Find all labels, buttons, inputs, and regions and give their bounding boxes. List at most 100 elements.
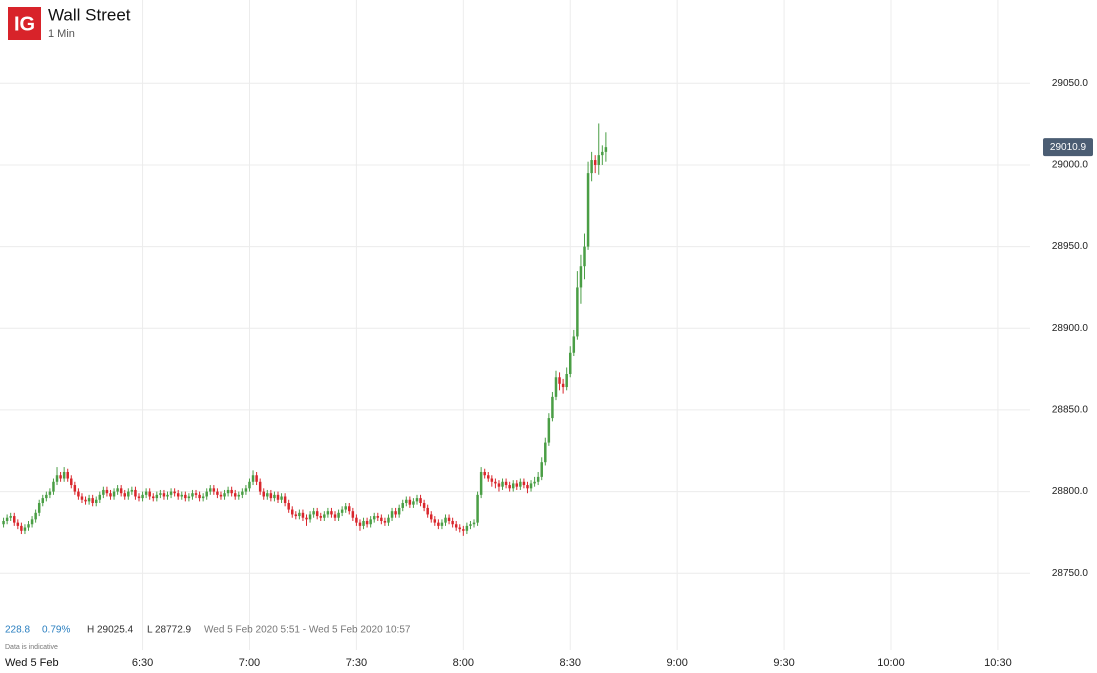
candle-body (144, 491, 148, 495)
logo-text: IG (14, 13, 35, 35)
candle-body (479, 471, 483, 495)
candle-body (444, 517, 447, 523)
candle-body (451, 520, 454, 525)
candle-body (98, 494, 102, 500)
candle-body (490, 478, 494, 482)
candle-body (544, 442, 547, 463)
candle-body (526, 485, 529, 489)
candle-body (558, 377, 561, 384)
candle-body (401, 503, 404, 508)
candle-body (447, 517, 451, 521)
candle-body (294, 514, 298, 517)
candle-body (315, 511, 319, 517)
candle-body (201, 496, 205, 499)
candle-body (337, 512, 340, 518)
candle-body (180, 494, 184, 497)
candle-body (219, 494, 223, 497)
candle-body (262, 491, 265, 497)
candle-body (390, 511, 394, 518)
candle-body (123, 493, 126, 497)
candles (2, 123, 608, 536)
candle-body (173, 491, 176, 494)
candle-body (280, 496, 283, 500)
candle-body (365, 520, 369, 525)
candle-body (205, 491, 208, 497)
candle-body (394, 511, 397, 515)
candle-body (429, 514, 433, 520)
candle-body (362, 520, 365, 526)
candle-body (184, 494, 187, 499)
low: L 28772.9 (147, 625, 192, 636)
candle-body (119, 488, 123, 494)
candle-body (166, 494, 169, 497)
y-tick-label: 28850.0 (1052, 405, 1089, 416)
candle-body (333, 514, 337, 518)
candle-body (198, 494, 201, 499)
candle-body (472, 522, 476, 525)
y-tick-label: 28950.0 (1052, 241, 1089, 252)
candle-body (508, 485, 511, 489)
candle-body (16, 522, 20, 526)
candle-body (155, 494, 159, 499)
candle-body (137, 496, 141, 499)
x-tick-label: 10:00 (877, 657, 905, 669)
x-tick-label: 9:00 (666, 657, 687, 669)
candle-body (45, 494, 48, 499)
candle-body (419, 498, 422, 504)
candle-body (77, 491, 80, 497)
candle-body (30, 519, 34, 525)
x-tick-label: 7:30 (346, 657, 367, 669)
candle-body (241, 491, 244, 495)
candle-body (223, 493, 226, 497)
candle-body (351, 511, 355, 518)
candle-body (127, 491, 130, 497)
candle-body (187, 496, 191, 499)
candle-body (522, 481, 526, 486)
candle-body (519, 481, 522, 487)
y-tick-label: 29050.0 (1052, 78, 1089, 89)
candle-body (13, 516, 16, 523)
candle-body (105, 489, 109, 494)
candle-body (586, 173, 590, 247)
candle-body (540, 462, 543, 477)
candle-body (426, 507, 429, 515)
candle-body (37, 503, 41, 513)
candle-body (209, 488, 212, 492)
y-tick-label: 28900.0 (1052, 323, 1089, 334)
candle-body (112, 491, 116, 497)
candle-body (487, 475, 490, 479)
candle-body (494, 481, 497, 484)
candle-body (191, 493, 194, 497)
x-tick-label: 6:30 (132, 657, 153, 669)
candle-body (590, 160, 593, 174)
candle-body (533, 481, 536, 484)
candle-body (62, 471, 66, 479)
candle-body (376, 516, 380, 518)
candle-body (561, 383, 565, 388)
candle-body (319, 516, 323, 518)
candle-body (412, 501, 415, 505)
candle-body (9, 516, 12, 518)
x-tick-label: 8:00 (453, 657, 474, 669)
candle-body (162, 493, 166, 497)
candle-body (405, 499, 408, 504)
candle-body (237, 494, 241, 497)
candle-body (80, 496, 84, 500)
candle-body (536, 476, 540, 482)
candle-body (283, 496, 287, 504)
candle-body (91, 498, 94, 504)
candle-body (159, 493, 162, 495)
candle-body (572, 336, 576, 353)
candle-body (372, 516, 376, 520)
candle-body (20, 525, 23, 531)
candle-body (287, 503, 290, 510)
y-tick-label: 29000.0 (1052, 160, 1089, 171)
range: Wed 5 Feb 2020 5:51 - Wed 5 Feb 2020 10:… (204, 625, 411, 636)
candle-body (462, 529, 465, 531)
candle-body (465, 525, 469, 531)
x-tick-label: 8:30 (560, 657, 581, 669)
candle-body (422, 503, 426, 508)
candle-body (369, 519, 372, 525)
candle-body (141, 494, 144, 499)
